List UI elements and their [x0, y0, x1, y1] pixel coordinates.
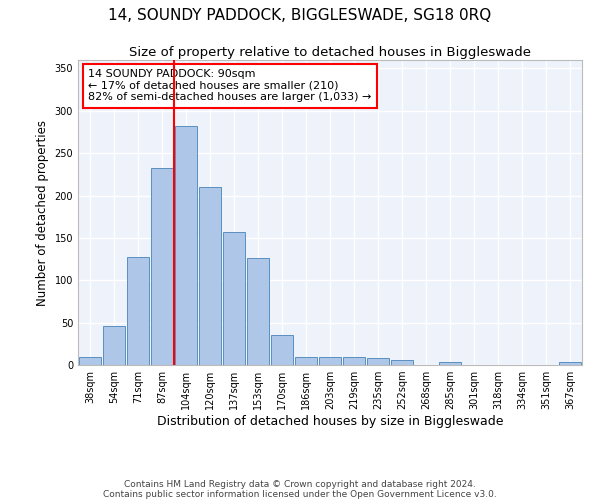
Bar [103, 326, 125, 365]
Bar [199, 187, 221, 365]
Bar [79, 356, 101, 365]
Bar [559, 362, 581, 365]
Bar [151, 168, 173, 365]
Bar [391, 360, 413, 365]
Y-axis label: Number of detached properties: Number of detached properties [36, 120, 49, 306]
Bar [319, 356, 341, 365]
Bar [343, 356, 365, 365]
Text: 14, SOUNDY PADDOCK, BIGGLESWADE, SG18 0RQ: 14, SOUNDY PADDOCK, BIGGLESWADE, SG18 0R… [109, 8, 491, 22]
Title: Size of property relative to detached houses in Biggleswade: Size of property relative to detached ho… [129, 46, 531, 59]
Bar [367, 358, 389, 365]
Bar [175, 126, 197, 365]
Bar [271, 336, 293, 365]
Bar [439, 362, 461, 365]
Text: 14 SOUNDY PADDOCK: 90sqm
← 17% of detached houses are smaller (210)
82% of semi-: 14 SOUNDY PADDOCK: 90sqm ← 17% of detach… [88, 69, 371, 102]
Bar [247, 258, 269, 365]
Bar [223, 232, 245, 365]
Bar [295, 356, 317, 365]
X-axis label: Distribution of detached houses by size in Biggleswade: Distribution of detached houses by size … [157, 415, 503, 428]
Bar [127, 258, 149, 365]
Text: Contains HM Land Registry data © Crown copyright and database right 2024.
Contai: Contains HM Land Registry data © Crown c… [103, 480, 497, 499]
